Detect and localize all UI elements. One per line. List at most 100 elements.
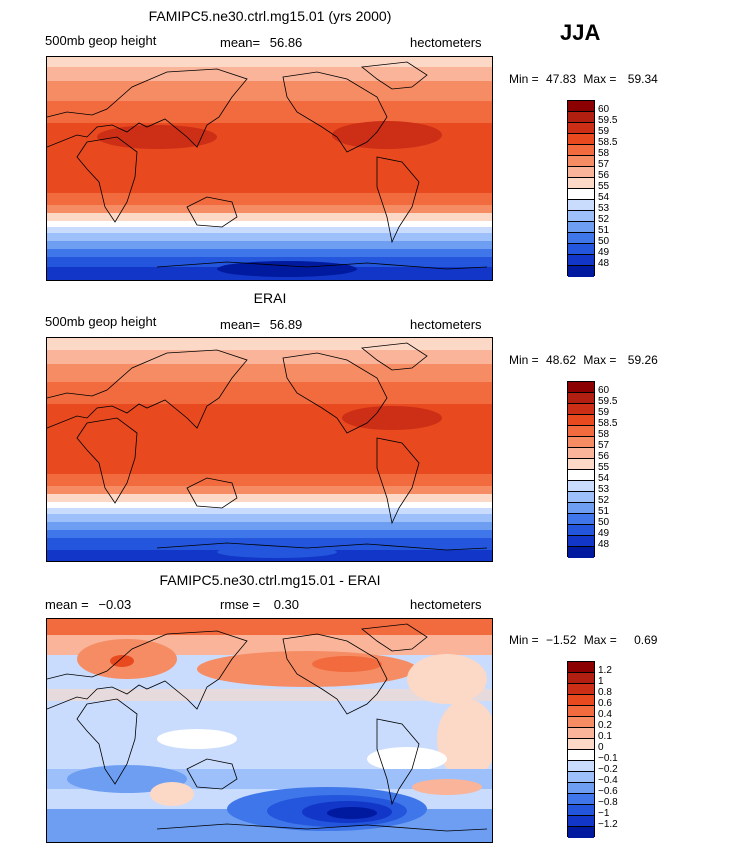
colorbar-segment	[568, 167, 594, 178]
colorbar-segment	[568, 503, 594, 514]
panel1-min-value: 47.83	[546, 72, 576, 86]
colorbar-segment	[568, 536, 594, 547]
colorbar-tick-label: 54	[598, 473, 609, 484]
colorbar-tick-label: 1	[598, 676, 604, 687]
colorbar-tick-label: −0.1	[598, 753, 618, 764]
colorbar-tick-label: 57	[598, 440, 609, 451]
colorbar-tick-label: 60	[598, 385, 609, 396]
colorbar-segment	[568, 470, 594, 481]
colorbar-tick-label: 58	[598, 148, 609, 159]
panel2-map	[46, 337, 493, 562]
panel1-colorbar	[567, 100, 595, 276]
p2-band-6	[47, 474, 493, 486]
colorbar-segment	[568, 547, 594, 558]
colorbar-segment	[568, 481, 594, 492]
p2-band-9	[47, 502, 493, 508]
colorbar-segment	[568, 805, 594, 816]
colorbar-tick-label: 58	[598, 429, 609, 440]
colorbar-tick-label: −0.4	[598, 775, 618, 786]
panel3-units: hectometers	[410, 597, 482, 612]
colorbar-segment	[568, 448, 594, 459]
colorbar-tick-label: 51	[598, 225, 609, 236]
colorbar-tick-label: 49	[598, 528, 609, 539]
p1-antarctic-low	[217, 261, 357, 277]
p1-band-10	[47, 227, 493, 233]
colorbar-segment	[568, 222, 594, 233]
colorbar-tick-label: 48	[598, 539, 609, 550]
p3-low-4	[327, 807, 377, 819]
colorbar-segment	[568, 783, 594, 794]
colorbar-tick-label: 57	[598, 159, 609, 170]
colorbar-segment	[568, 514, 594, 525]
colorbar-segment	[568, 404, 594, 415]
colorbar-tick-label: 0.8	[598, 687, 612, 698]
p2-band-13	[47, 530, 493, 538]
panel1-mean-label: mean=	[220, 35, 260, 50]
season-label: JJA	[560, 20, 600, 46]
colorbar-segment	[568, 123, 594, 134]
p3-blob-4	[312, 656, 382, 672]
colorbar-segment	[568, 437, 594, 448]
colorbar-tick-label: 59	[598, 126, 609, 137]
colorbar-segment	[568, 211, 594, 222]
colorbar-segment	[568, 266, 594, 277]
p2-band-10	[47, 508, 493, 514]
colorbar-tick-label: −1.2	[598, 819, 618, 830]
panel2-min-label: Min =	[509, 353, 539, 367]
colorbar-segment	[568, 134, 594, 145]
p1-band-4	[47, 101, 493, 123]
p1-band-11	[47, 233, 493, 241]
colorbar-segment	[568, 415, 594, 426]
colorbar-segment	[568, 662, 594, 673]
colorbar-tick-label: 59	[598, 407, 609, 418]
colorbar-tick-label: 59.5	[598, 115, 617, 126]
panel2-units: hectometers	[410, 317, 482, 332]
panel2-max-value: 59.26	[628, 353, 658, 367]
colorbar-segment	[568, 816, 594, 827]
panel1-mean-value: 56.86	[270, 35, 303, 50]
colorbar-segment	[568, 200, 594, 211]
p3-blob-3	[197, 651, 417, 687]
p3-blob-11	[412, 779, 482, 795]
p1-band-9	[47, 221, 493, 227]
colorbar-segment	[568, 728, 594, 739]
colorbar-segment	[568, 673, 594, 684]
p3-blob-7	[157, 729, 237, 749]
p1-band-13	[47, 249, 493, 257]
colorbar-segment	[568, 695, 594, 706]
p2-atlantic-high	[342, 406, 442, 430]
p2-band-3	[47, 364, 493, 382]
panel1-units: hectometers	[410, 35, 482, 50]
colorbar-segment	[568, 459, 594, 470]
colorbar-segment	[568, 706, 594, 717]
colorbar-segment	[568, 255, 594, 266]
colorbar-segment	[568, 145, 594, 156]
colorbar-tick-label: 54	[598, 192, 609, 203]
colorbar-segment	[568, 739, 594, 750]
colorbar-tick-label: −0.6	[598, 786, 618, 797]
colorbar-segment	[568, 717, 594, 728]
colorbar-segment	[568, 112, 594, 123]
colorbar-segment	[568, 233, 594, 244]
colorbar-segment	[568, 794, 594, 805]
colorbar-segment	[568, 178, 594, 189]
panel1-max-value: 59.34	[628, 72, 658, 86]
p1-band-12	[47, 241, 493, 249]
colorbar-tick-label: 52	[598, 214, 609, 225]
colorbar-tick-label: 58.5	[598, 418, 617, 429]
colorbar-tick-label: 56	[598, 451, 609, 462]
panel1-max-label: Max =	[583, 72, 616, 86]
colorbar-segment	[568, 492, 594, 503]
colorbar-tick-label: −0.8	[598, 797, 618, 808]
colorbar-segment	[568, 827, 594, 838]
colorbar-tick-label: 1.2	[598, 665, 612, 676]
p1-atlantic-high	[332, 121, 442, 149]
colorbar-segment	[568, 772, 594, 783]
colorbar-tick-label: 59.5	[598, 396, 617, 407]
colorbar-tick-label: 58.5	[598, 137, 617, 148]
panel1-variable: 500mb geop height	[45, 33, 156, 48]
colorbar-tick-label: 52	[598, 495, 609, 506]
colorbar-tick-label: −1	[598, 808, 609, 819]
colorbar-tick-label: 50	[598, 236, 609, 247]
p2-band-12	[47, 522, 493, 530]
